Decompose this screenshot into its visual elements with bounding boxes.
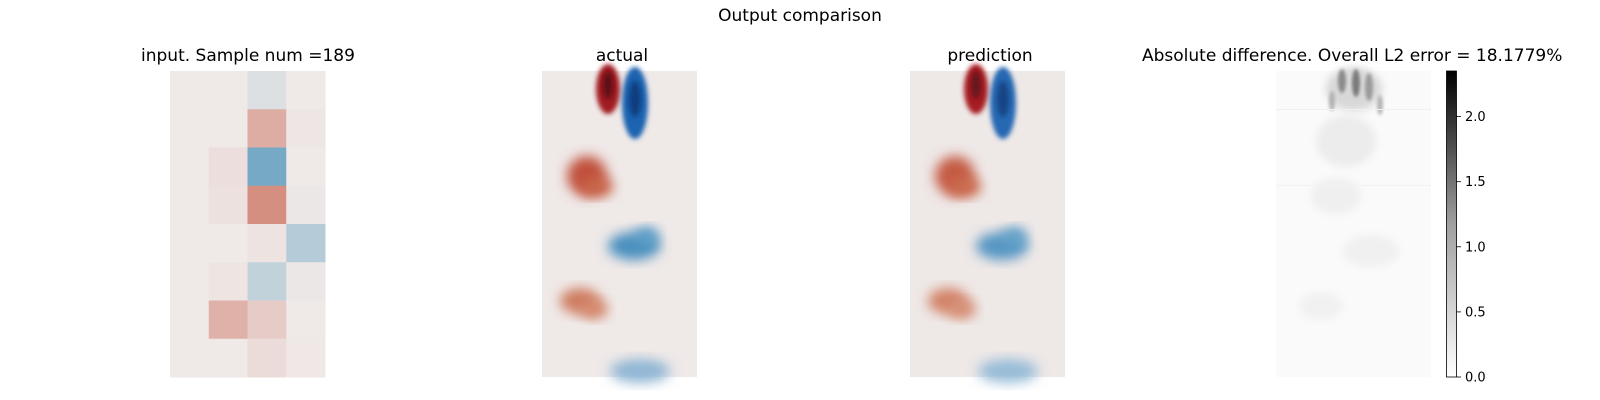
heatmap-cell — [247, 109, 287, 148]
heatmap-cell — [286, 185, 326, 225]
heatmap-cell — [170, 300, 210, 340]
heatmap-cell — [247, 300, 287, 340]
colorbar-tick-label: 1.0 — [1465, 240, 1486, 255]
difference-heatmap — [1276, 67, 1431, 377]
heatmap-cell — [170, 338, 210, 378]
heatmap-cell — [208, 185, 248, 225]
heatmap-cell — [286, 262, 326, 301]
heatmap-cell — [247, 338, 287, 378]
heatmap-cell — [170, 109, 210, 148]
prediction-background — [910, 71, 1065, 377]
heatmap-cell — [286, 300, 326, 340]
input-panel-title: input. Sample num =189 — [141, 46, 355, 66]
heatmap-cell — [208, 109, 248, 148]
prediction-panel-title: prediction — [947, 46, 1033, 66]
heatmap-cell — [208, 71, 248, 110]
heatmap-cell — [170, 147, 210, 187]
colorbar-tick-label: 1.5 — [1465, 175, 1486, 190]
heatmap-cell — [247, 262, 287, 301]
actual-panel-title: actual — [595, 46, 649, 66]
heatmap-cell — [247, 224, 287, 263]
heatmap-cell — [208, 300, 248, 340]
colorbar-tick-label: 0.0 — [1465, 371, 1486, 386]
heatmap-cell — [286, 338, 326, 378]
input-heatmap — [170, 71, 326, 378]
heatmap-cell — [286, 224, 326, 263]
heatmap-cell — [208, 338, 248, 378]
heatmap-cell — [170, 262, 210, 301]
heatmap-cell — [170, 71, 210, 110]
heatmap-cell — [286, 71, 326, 110]
heatmap-cell — [247, 185, 287, 225]
heatmap-cell — [170, 185, 210, 225]
difference-panel-title: Absolute difference. Overall L2 error = … — [1142, 46, 1563, 66]
heatmap-cell — [286, 109, 326, 148]
heatmap-cell — [208, 224, 248, 263]
colorbar-tick-label: 2.0 — [1465, 110, 1486, 125]
actual-vortices — [560, 64, 670, 383]
heatmap-cell — [170, 224, 210, 263]
difference-artifacts — [1276, 67, 1431, 320]
actual-background — [542, 71, 697, 377]
colorbar-gradient — [1446, 70, 1457, 378]
heatmap-cell — [247, 71, 287, 110]
heatmap-cell — [286, 147, 326, 187]
heatmap-cell — [208, 147, 248, 187]
figure-suptitle: Output comparison — [718, 6, 882, 26]
actual-heatmap — [542, 64, 697, 383]
colorbar-tick-label: 0.5 — [1465, 305, 1486, 320]
prediction-vortices — [928, 64, 1038, 383]
heatmap-cell — [247, 147, 287, 187]
prediction-heatmap — [910, 64, 1065, 383]
heatmap-cell — [208, 262, 248, 301]
difference-colorbar: 0.0 0.5 1.0 1.5 2.0 — [1446, 70, 1486, 386]
